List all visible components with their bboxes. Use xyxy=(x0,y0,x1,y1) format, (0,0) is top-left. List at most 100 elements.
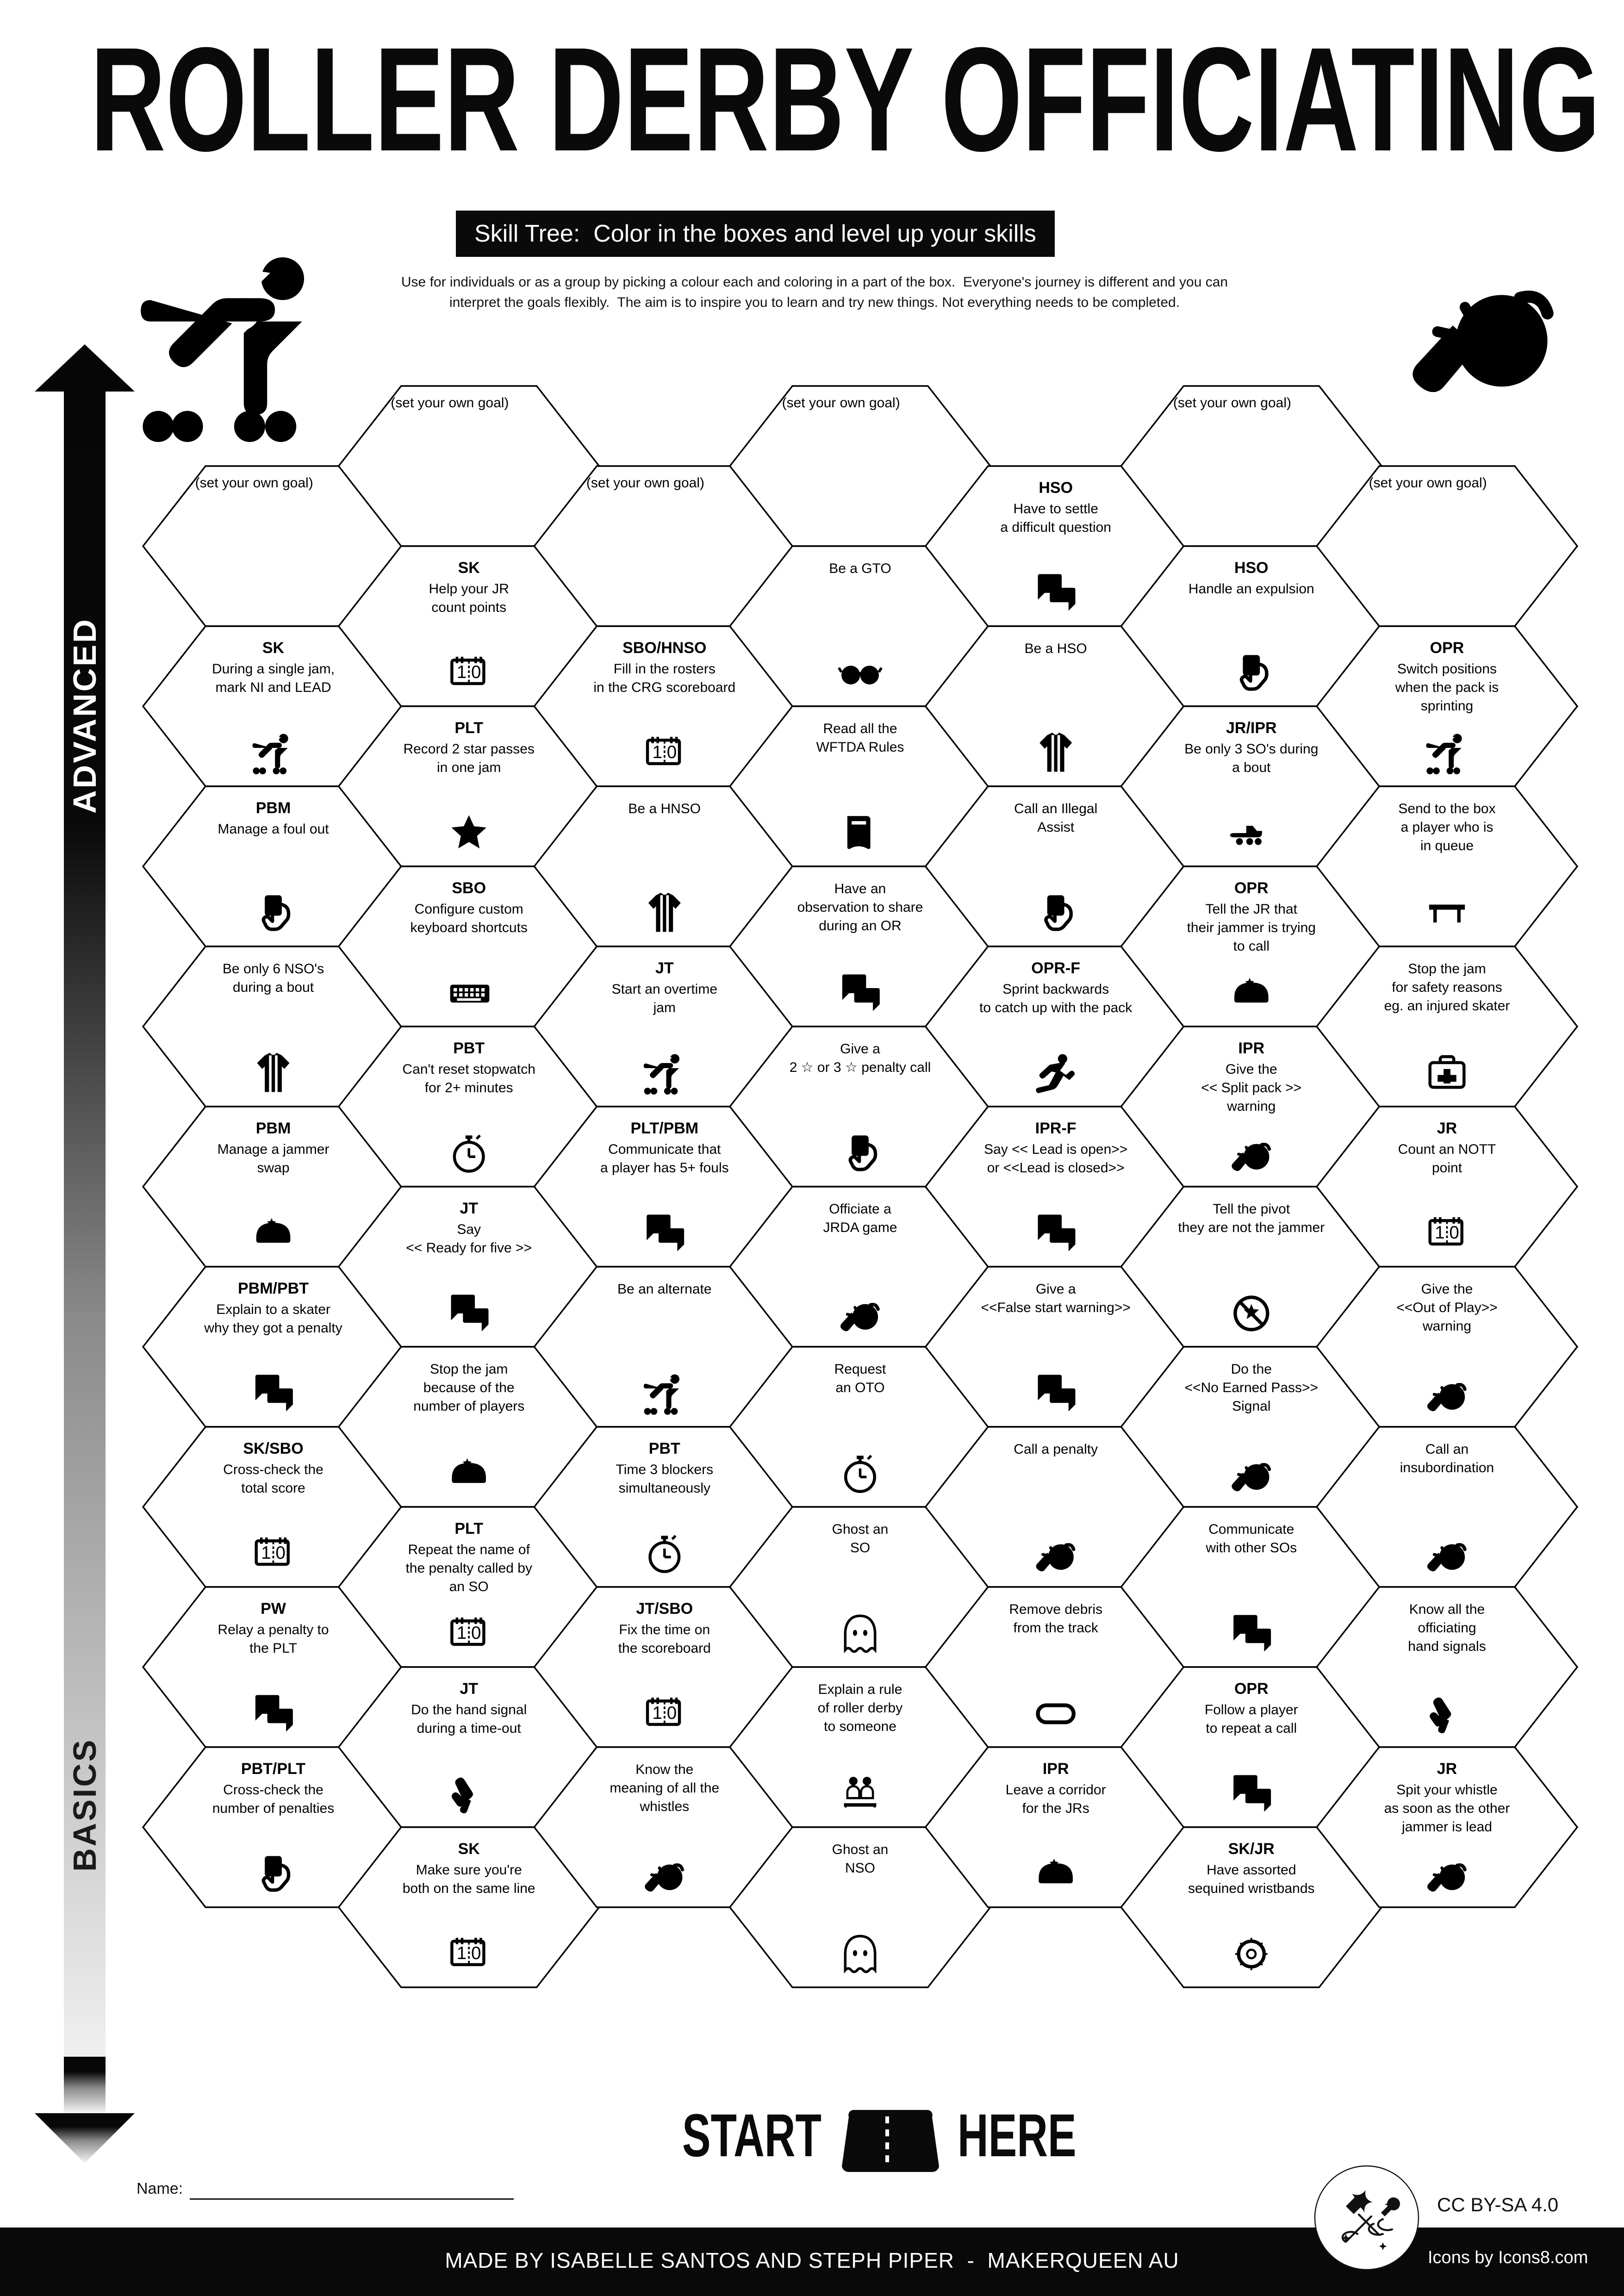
svg-text:Relay a penalty to: Relay a penalty to xyxy=(218,1622,329,1637)
svg-text:Call an: Call an xyxy=(1425,1442,1468,1457)
svg-text:Be only 6 NSO's: Be only 6 NSO's xyxy=(223,961,324,977)
svg-text:0: 0 xyxy=(471,662,481,682)
svg-text:from the track: from the track xyxy=(1014,1620,1099,1636)
svg-text:1: 1 xyxy=(457,1623,467,1643)
svg-text:SBO/HNSO: SBO/HNSO xyxy=(622,639,706,657)
svg-text:sequined wristbands: sequined wristbands xyxy=(1188,1881,1315,1896)
svg-text:Cross-check the: Cross-check the xyxy=(223,1782,324,1798)
svg-text:Leave a corridor: Leave a corridor xyxy=(1006,1782,1106,1798)
svg-text:Cross-check the: Cross-check the xyxy=(223,1462,324,1477)
svg-text:Count an NOTT: Count an NOTT xyxy=(1398,1142,1496,1157)
svg-text:JR: JR xyxy=(1437,1120,1457,1137)
svg-text:swap: swap xyxy=(257,1160,289,1176)
svg-text:warning: warning xyxy=(1226,1099,1276,1114)
svg-text:Fill in the rosters: Fill in the rosters xyxy=(614,661,716,677)
svg-text:why they got a penalty: why they got a penalty xyxy=(204,1320,342,1336)
svg-text:Manage a jammer: Manage a jammer xyxy=(218,1142,330,1157)
svg-text:Handle an expulsion: Handle an expulsion xyxy=(1188,581,1314,597)
svg-text:OPR: OPR xyxy=(1430,639,1464,657)
svg-text:Manage a foul out: Manage a foul out xyxy=(218,821,329,837)
svg-text:2 ☆ or 3 ☆ penalty call: 2 ☆ or 3 ☆ penalty call xyxy=(790,1060,931,1075)
svg-text:1: 1 xyxy=(457,662,467,682)
svg-text:Explain a rule: Explain a rule xyxy=(818,1682,902,1697)
svg-text:a player who is: a player who is xyxy=(1400,820,1493,835)
svg-text:Call a penalty: Call a penalty xyxy=(1014,1442,1098,1457)
svg-text:Sprint backwards: Sprint backwards xyxy=(1002,982,1109,997)
svg-text:Communicate that: Communicate that xyxy=(608,1142,721,1157)
svg-text:to catch up with the pack: to catch up with the pack xyxy=(979,1000,1132,1015)
svg-text:OPR: OPR xyxy=(1234,1680,1269,1698)
svg-text:(set your own goal): (set your own goal) xyxy=(195,475,313,491)
svg-text:simultaneously: simultaneously xyxy=(619,1481,710,1496)
svg-text:<<False start warning>>: <<False start warning>> xyxy=(981,1300,1131,1315)
svg-text:number of penalties: number of penalties xyxy=(212,1801,335,1816)
svg-text:Ghost an: Ghost an xyxy=(832,1522,889,1537)
svg-text:1: 1 xyxy=(261,1543,271,1563)
svg-text:to repeat a call: to repeat a call xyxy=(1206,1721,1297,1736)
svg-text:0: 0 xyxy=(471,1623,481,1643)
svg-text:the penalty called by: the penalty called by xyxy=(405,1561,532,1576)
svg-text:in one jam: in one jam xyxy=(437,760,501,775)
svg-text:keyboard shortcuts: keyboard shortcuts xyxy=(410,920,527,935)
svg-text:1: 1 xyxy=(457,1943,467,1963)
svg-text:JR: JR xyxy=(1437,1760,1457,1778)
svg-text:Be an alternate: Be an alternate xyxy=(617,1282,711,1297)
svg-text:mark NI and LEAD: mark NI and LEAD xyxy=(215,680,331,695)
svg-text:with other SOs: with other SOs xyxy=(1205,1540,1297,1556)
svg-text:HSO: HSO xyxy=(1234,559,1269,577)
svg-text:SK: SK xyxy=(458,1840,480,1858)
svg-text:as soon as the other: as soon as the other xyxy=(1384,1801,1510,1816)
svg-text:Record 2 star passes: Record 2 star passes xyxy=(403,741,534,757)
svg-text:Signal: Signal xyxy=(1232,1399,1270,1414)
svg-text:0: 0 xyxy=(275,1543,285,1563)
svg-text:an OTO: an OTO xyxy=(835,1380,884,1395)
svg-text:PBT: PBT xyxy=(453,1039,485,1057)
svg-text:Give a: Give a xyxy=(1036,1282,1076,1297)
svg-text:in the CRG scoreboard: in the CRG scoreboard xyxy=(593,680,735,695)
svg-text:Ghost an: Ghost an xyxy=(832,1842,889,1857)
svg-text:JT/SBO: JT/SBO xyxy=(636,1600,693,1618)
svg-text:SK/SBO: SK/SBO xyxy=(243,1440,303,1457)
svg-text:eg. an injured skater: eg. an injured skater xyxy=(1384,998,1510,1014)
svg-text:a bout: a bout xyxy=(1232,760,1271,775)
svg-text:0: 0 xyxy=(471,1943,481,1963)
svg-text:the scoreboard: the scoreboard xyxy=(618,1641,711,1656)
svg-text:(set your own goal): (set your own goal) xyxy=(1173,395,1291,411)
svg-text:during an OR: during an OR xyxy=(819,918,901,933)
svg-text:(set your own goal): (set your own goal) xyxy=(391,395,509,411)
svg-text:Do the: Do the xyxy=(1231,1362,1272,1377)
svg-text:Call an Illegal: Call an Illegal xyxy=(1014,801,1097,816)
svg-text:a difficult question: a difficult question xyxy=(1000,520,1111,535)
svg-text:Stop the jam: Stop the jam xyxy=(430,1362,508,1377)
svg-text:SK: SK xyxy=(262,639,285,657)
svg-text:(set your own goal): (set your own goal) xyxy=(1369,475,1487,491)
svg-text:to call: to call xyxy=(1233,939,1269,954)
svg-text:Have to settle: Have to settle xyxy=(1013,501,1098,516)
svg-text:Stop the jam: Stop the jam xyxy=(1408,961,1486,977)
svg-text:PBM: PBM xyxy=(256,1120,291,1137)
svg-text:<< Ready for five >>: << Ready for five >> xyxy=(406,1240,532,1256)
svg-text:IPR: IPR xyxy=(1238,1039,1264,1057)
svg-text:Officiate a: Officiate a xyxy=(829,1201,891,1217)
svg-text:jammer is lead: jammer is lead xyxy=(1401,1819,1492,1835)
svg-text:Start an overtime: Start an overtime xyxy=(612,982,717,997)
svg-text:both on the same line: both on the same line xyxy=(403,1881,535,1896)
svg-text:observation to share: observation to share xyxy=(797,900,923,915)
svg-text:because of the: because of the xyxy=(423,1380,515,1395)
svg-text:JRDA game: JRDA game xyxy=(823,1220,897,1235)
svg-text:1: 1 xyxy=(1435,1223,1444,1243)
svg-text:PLT: PLT xyxy=(454,719,483,737)
svg-text:Switch positions: Switch positions xyxy=(1397,661,1497,677)
svg-text:Tell the JR that: Tell the JR that xyxy=(1206,902,1298,917)
svg-text:Can't reset stopwatch: Can't reset stopwatch xyxy=(402,1062,535,1077)
svg-text:total score: total score xyxy=(241,1481,305,1496)
svg-text:of roller derby: of roller derby xyxy=(818,1700,902,1716)
svg-text:Communicate: Communicate xyxy=(1208,1522,1294,1537)
svg-text:Fix the time on: Fix the time on xyxy=(619,1622,710,1637)
svg-text:Tell the pivot: Tell the pivot xyxy=(1213,1201,1290,1217)
svg-text:Make sure you're: Make sure you're xyxy=(416,1862,522,1878)
svg-text:hand signals: hand signals xyxy=(1408,1639,1486,1654)
svg-text:PW: PW xyxy=(261,1600,286,1618)
svg-text:Follow a player: Follow a player xyxy=(1205,1702,1298,1717)
svg-text:when the pack is: when the pack is xyxy=(1395,680,1499,695)
